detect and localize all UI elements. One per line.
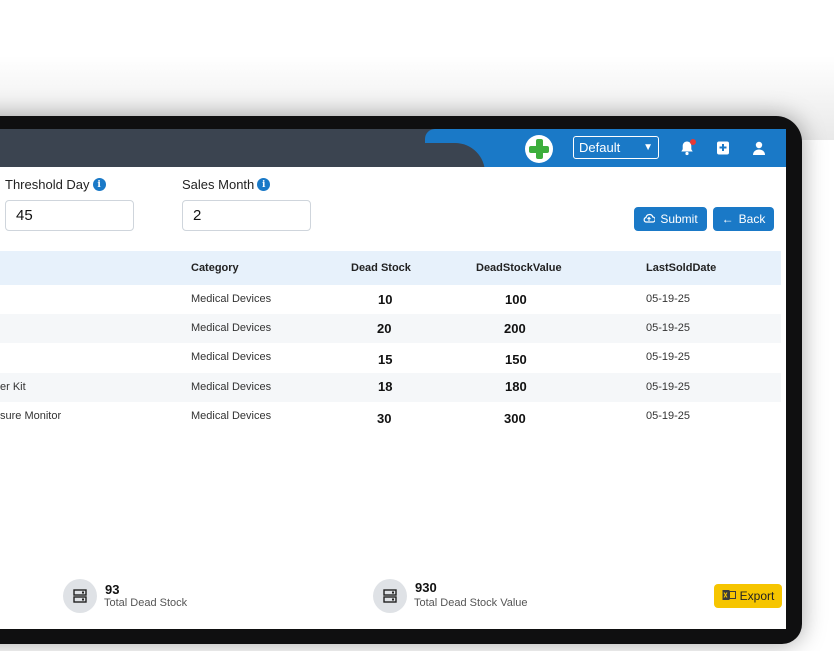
row-name: sure Monitor	[0, 410, 62, 422]
row-last-sold-date: 05-19-25	[646, 322, 691, 334]
total-dead-stock-value: 93	[105, 582, 120, 597]
row-dead-stock: 18	[378, 379, 393, 394]
submit-button[interactable]: Submit	[634, 207, 707, 231]
back-button[interactable]: ← Back	[713, 207, 774, 231]
row-category: Medical Devices	[191, 322, 272, 334]
info-icon[interactable]: i	[92, 178, 106, 191]
row-category: Medical Devices	[191, 293, 272, 305]
row-dead-stock: 30	[377, 411, 392, 426]
row-dead-stock: 15	[378, 352, 393, 367]
info-icon[interactable]: i	[257, 178, 271, 191]
table-row[interactable]: Medical Devices 10 100 05-19-25	[0, 285, 781, 314]
sales-month-value: 2	[193, 207, 202, 224]
threshold-day-input[interactable]: 45	[5, 200, 134, 231]
table-row[interactable]: er Kit Medical Devices 18 180 05-19-25	[0, 373, 781, 402]
row-category: Medical Devices	[191, 410, 272, 422]
bell-icon[interactable]	[677, 138, 697, 158]
cloud-upload-icon	[643, 212, 657, 226]
pharmacy-logo-icon	[525, 135, 553, 163]
row-dead-stock-value: 300	[504, 411, 526, 426]
add-bookmark-icon[interactable]	[713, 138, 733, 158]
row-last-sold-date: 05-19-25	[646, 381, 691, 393]
row-last-sold-date: 05-19-25	[646, 293, 691, 305]
row-dead-stock-value: 180	[505, 379, 527, 394]
column-header-category[interactable]: Category	[191, 262, 239, 274]
row-dead-stock-value: 150	[505, 352, 527, 367]
column-header-last-sold-date[interactable]: LastSoldDate	[646, 262, 717, 274]
row-dead-stock: 10	[378, 292, 393, 307]
row-name: er Kit	[0, 381, 26, 393]
row-last-sold-date: 05-19-25	[646, 351, 691, 363]
row-dead-stock-value: 200	[504, 321, 526, 336]
row-category: Medical Devices	[191, 351, 272, 363]
app-header: Default ▼	[0, 129, 786, 167]
total-dead-stock-label: Total Dead Stock	[104, 597, 188, 609]
table-row[interactable]: Medical Devices 15 150 05-19-25	[0, 343, 781, 372]
row-dead-stock: 20	[377, 321, 392, 336]
sales-month-input[interactable]: 2	[182, 200, 311, 231]
back-label: Back	[738, 212, 766, 226]
store-select[interactable]: Default ▼	[573, 136, 659, 159]
row-dead-stock-value: 100	[505, 292, 527, 307]
chevron-down-icon: ▼	[643, 142, 653, 153]
excel-icon	[722, 589, 736, 604]
table-row[interactable]: Medical Devices 20 200 05-19-25	[0, 314, 781, 343]
threshold-day-label-text: Threshold Day	[5, 177, 90, 192]
notification-badge	[690, 139, 696, 145]
submit-label: Submit	[660, 212, 698, 226]
user-icon[interactable]	[749, 138, 769, 158]
threshold-day-value: 45	[16, 207, 33, 224]
export-label: Export	[739, 589, 775, 603]
total-dead-stock-value-amount: 930	[415, 580, 437, 595]
table-header: Category Dead Stock DeadStockValue LastS…	[0, 251, 781, 285]
inventory-icon	[63, 579, 97, 613]
inventory-icon	[373, 579, 407, 613]
row-last-sold-date: 05-19-25	[646, 410, 691, 422]
table-row[interactable]: sure Monitor Medical Devices 30 300 05-1…	[0, 402, 781, 431]
sales-month-label-text: Sales Month	[182, 177, 255, 192]
row-category: Medical Devices	[191, 381, 272, 393]
export-button[interactable]: Export	[714, 584, 782, 608]
app-screen: Default ▼ Threshold Day i 45 Sales Month…	[0, 129, 786, 629]
total-dead-stock-value-label: Total Dead Stock Value	[414, 597, 528, 609]
column-header-dead-stock-value[interactable]: DeadStockValue	[476, 262, 562, 274]
sales-month-label: Sales Month i	[182, 177, 271, 192]
store-select-value: Default	[579, 140, 621, 155]
threshold-day-label: Threshold Day i	[5, 177, 106, 192]
column-header-dead-stock[interactable]: Dead Stock	[351, 262, 411, 274]
arrow-left-icon: ←	[721, 212, 734, 226]
